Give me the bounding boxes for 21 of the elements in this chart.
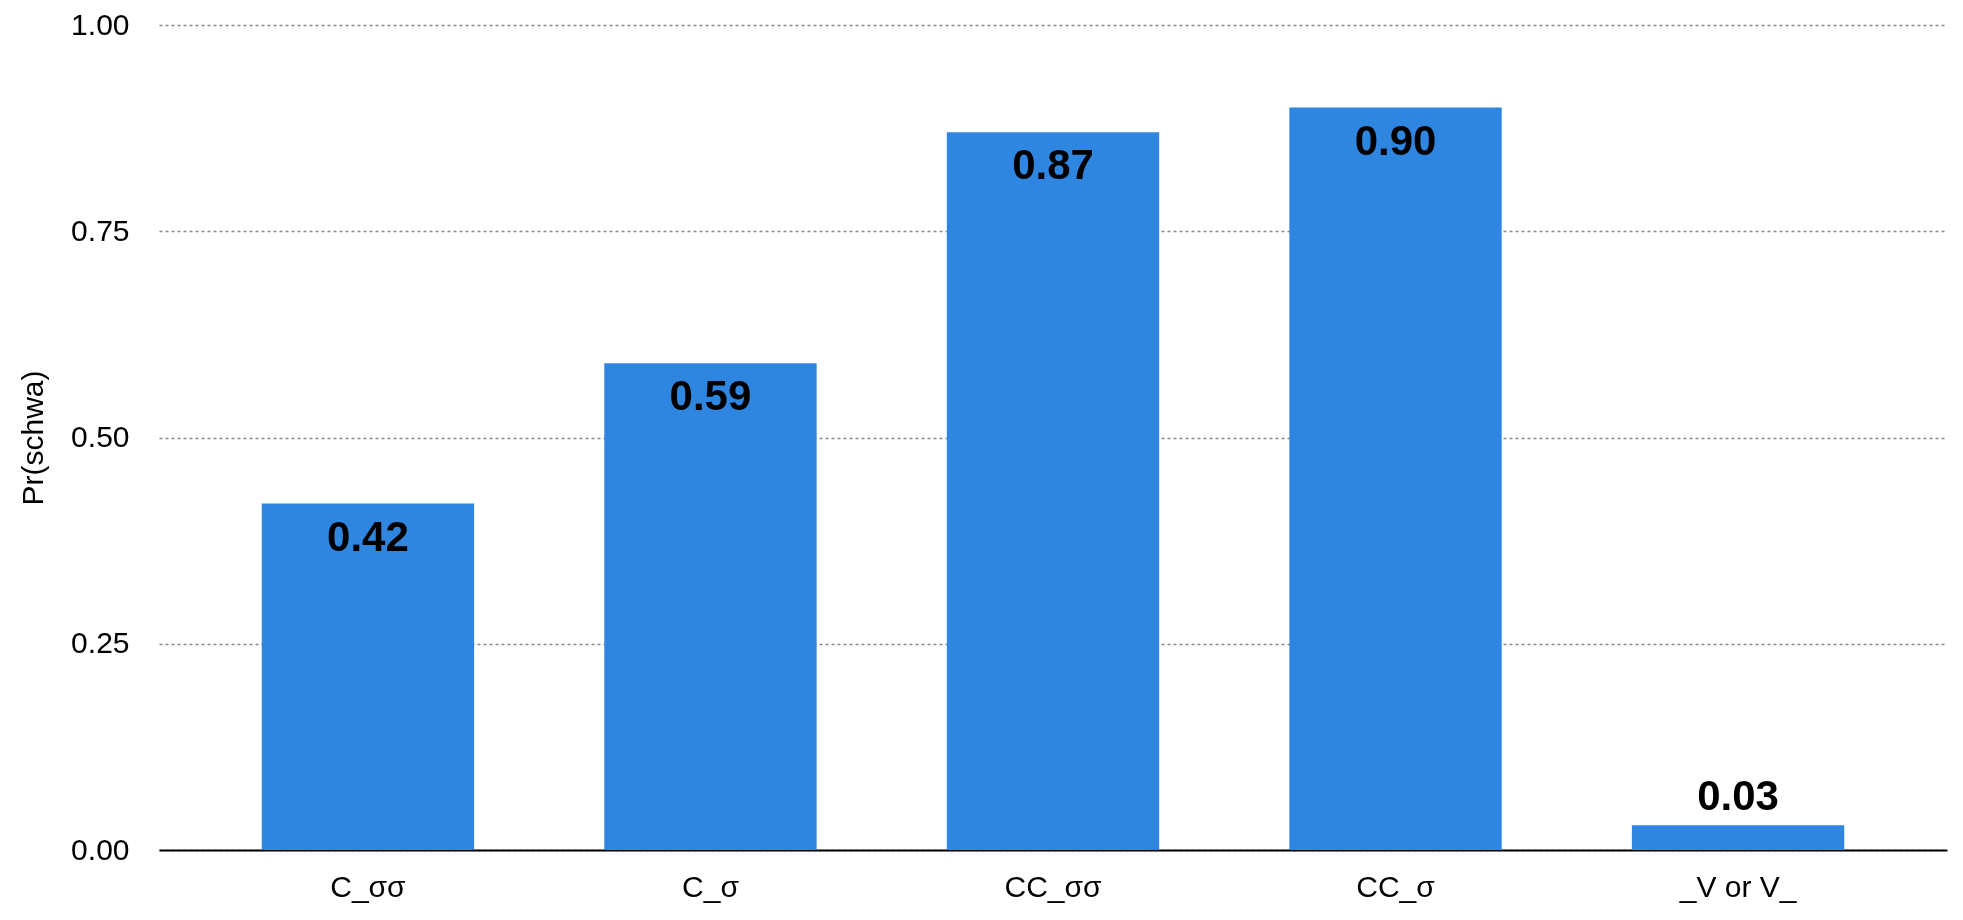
- x-tick-label: C_σσ: [330, 869, 407, 903]
- bar: [946, 132, 1160, 850]
- y-tick-label: 0.25: [71, 626, 130, 660]
- y-tick-label: 0.75: [71, 213, 130, 247]
- data-label: 0.59: [669, 372, 752, 420]
- bar: [261, 503, 475, 850]
- x-tick-label: C_σ: [682, 869, 740, 903]
- y-tick-label: 1.00: [71, 7, 130, 41]
- x-tick-label: CC_σσ: [1004, 869, 1103, 903]
- data-label: 0.03: [1697, 772, 1779, 820]
- data-label: 0.42: [327, 512, 409, 560]
- y-tick-label: 0.50: [71, 420, 130, 453]
- bar: [1289, 107, 1502, 850]
- bar: [1631, 825, 1845, 850]
- data-label: 0.87: [1012, 141, 1094, 189]
- x-tick-label: CC_σ: [1356, 869, 1436, 903]
- bar: [604, 363, 817, 850]
- data-label: 0.90: [1354, 116, 1437, 164]
- x-tick-label: _V or V_: [1678, 869, 1798, 903]
- y-axis-title: Pr(schwa): [16, 370, 50, 506]
- y-tick-label: 0.00: [71, 832, 130, 866]
